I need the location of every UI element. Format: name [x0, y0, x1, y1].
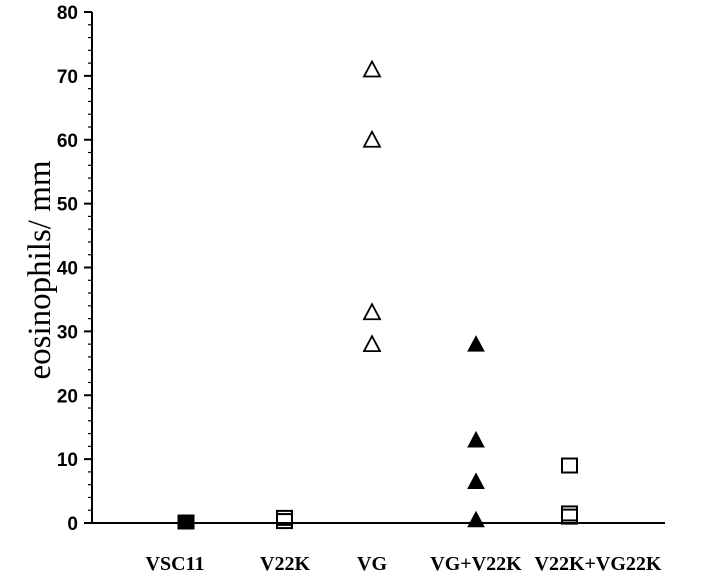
y-tick-label: 50 — [57, 195, 78, 216]
point-triangle-filled — [467, 472, 485, 489]
y-tick-label: 30 — [57, 322, 78, 343]
point-triangle-filled — [467, 510, 485, 528]
point-square-open — [561, 508, 578, 525]
point-triangle-filled — [467, 430, 485, 448]
point-square-filled — [177, 514, 195, 530]
point-triangle-open — [362, 59, 382, 78]
y-tick-label: 40 — [57, 259, 78, 280]
y-tick-label: 70 — [57, 67, 78, 88]
point-triangle-open — [362, 334, 382, 353]
y-tick-label: 20 — [57, 386, 78, 407]
y-tick-label: 10 — [57, 450, 78, 471]
y-axis-title: eosinophils/ mm — [22, 160, 58, 379]
point-square-open — [276, 513, 293, 530]
x-category-label: VG — [357, 553, 387, 575]
point-square-open — [276, 509, 293, 526]
point-triangle-filled — [467, 335, 485, 352]
data-points — [177, 59, 578, 530]
x-category-label: V22K+VG22K — [535, 553, 662, 575]
x-category-label: VSC11 — [146, 553, 205, 575]
y-axis-ticks: 0 10 20 30 40 50 60 70 80 — [57, 3, 92, 535]
x-axis-category-labels: VSC11 V22K VG VG+V22K V22K+VG22K — [146, 553, 662, 575]
x-category-label: V22K — [260, 553, 310, 575]
y-tick-label: 0 — [67, 514, 78, 535]
y-tick-label: 60 — [57, 131, 78, 152]
x-category-label: VG+V22K — [430, 553, 522, 575]
point-triangle-open — [362, 129, 382, 148]
point-square-open — [561, 457, 578, 474]
axes — [91, 12, 665, 524]
point-square-open — [561, 505, 578, 522]
point-triangle-open — [362, 302, 382, 321]
y-tick-label: 80 — [57, 3, 78, 24]
